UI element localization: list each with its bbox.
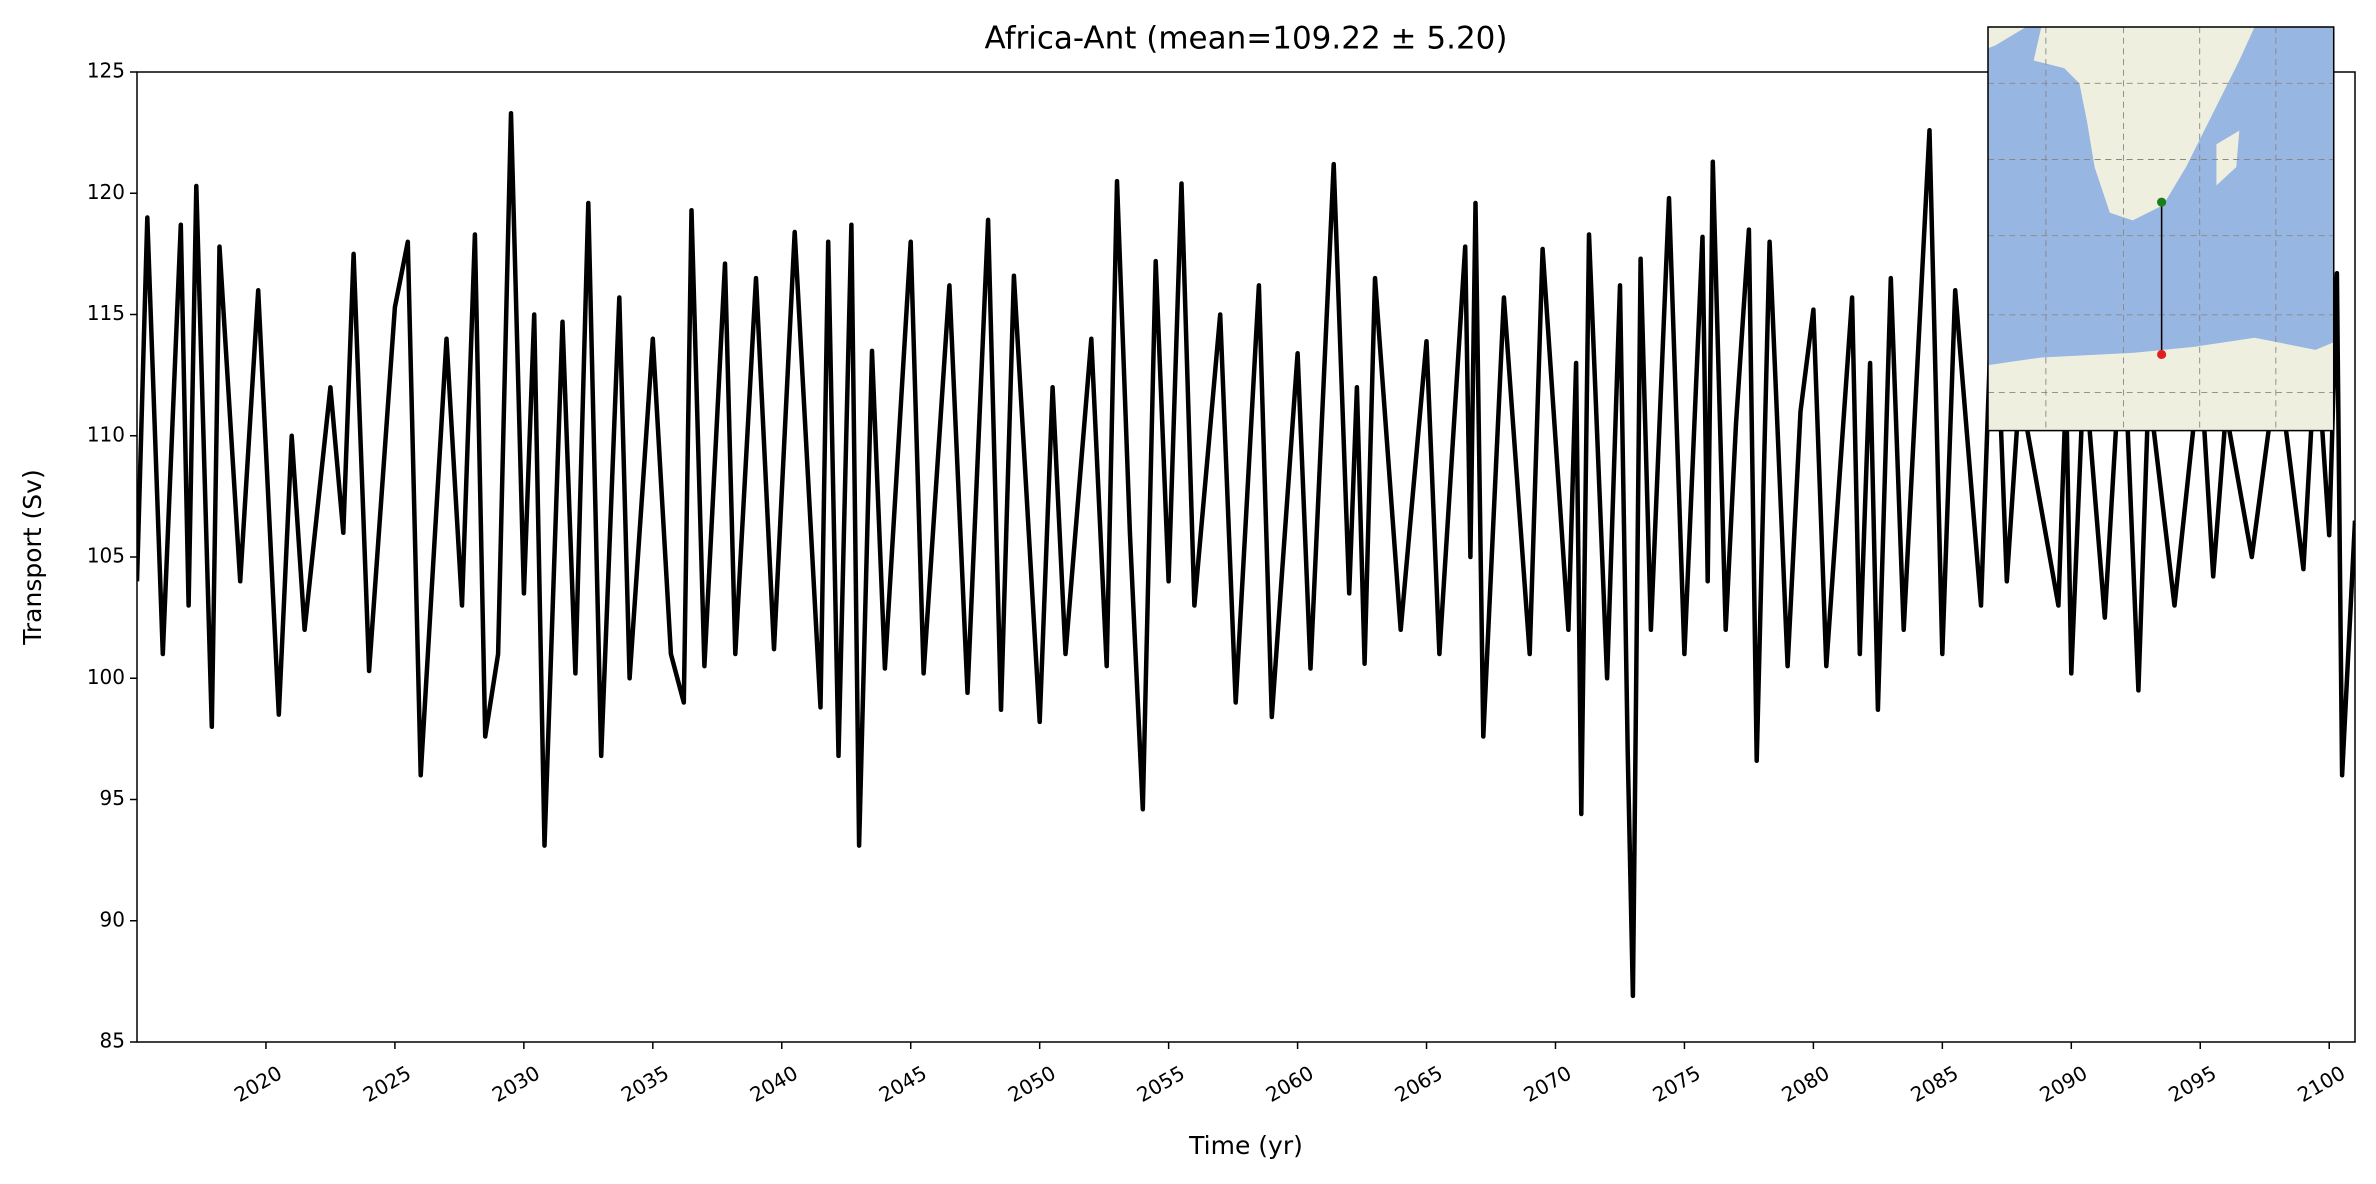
- y-tick-label: 105: [87, 544, 125, 568]
- series-line: [137, 110, 2355, 999]
- chart-title: Africa-Ant (mean=109.22 ± 5.20): [984, 21, 1507, 57]
- y-axis-label: Transport (Sv): [18, 469, 47, 645]
- x-axis-label: Time (yr): [1188, 1131, 1303, 1160]
- y-tick-label: 120: [87, 180, 125, 204]
- section-end: [2157, 349, 2167, 360]
- axes-frame: [136, 71, 2356, 1043]
- section-start: [2157, 197, 2167, 207]
- y-tick-label: 90: [100, 907, 125, 931]
- y-tick-label: 85: [100, 1029, 125, 1053]
- inset-map: [1987, 26, 2335, 432]
- y-tick-label: 100: [87, 665, 125, 689]
- inset-frame: [1987, 26, 2335, 432]
- series-group: [137, 110, 2355, 999]
- madagascar: [2216, 130, 2240, 186]
- y-tick-label: 125: [87, 59, 125, 83]
- y-tick-label: 110: [87, 422, 125, 446]
- y-tick-label: 95: [100, 786, 125, 810]
- map-grid: [1987, 27, 2334, 431]
- y-tick-label: 115: [87, 301, 125, 325]
- land: [1988, 27, 2027, 49]
- antarctica: [1988, 337, 2334, 431]
